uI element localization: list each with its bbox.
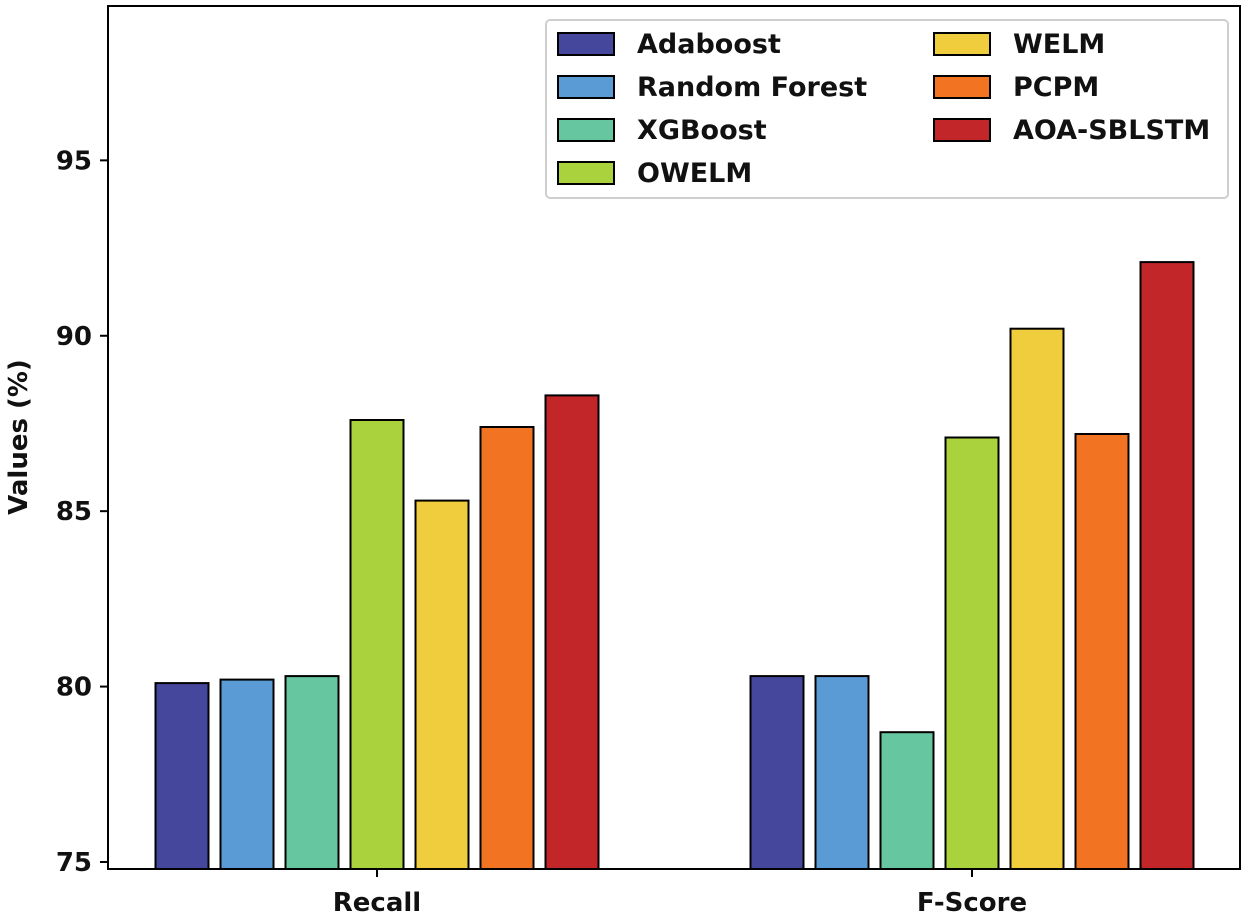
bar-adaboost-recall — [154, 682, 210, 870]
legend-swatch — [933, 118, 991, 142]
plot-frame — [107, 5, 1241, 870]
bar-adaboost-f-score — [749, 675, 805, 870]
legend-swatch — [933, 32, 991, 56]
legend-label: WELM — [1013, 29, 1105, 60]
legend-swatch — [557, 118, 615, 142]
bar-random-forest-recall — [219, 678, 275, 870]
y-axis: 75 80 85 90 95 — [56, 146, 108, 878]
x-tick-label: Recall — [333, 888, 421, 916]
bar-owelm-f-score — [944, 436, 1000, 870]
x-axis: Recall F-Score — [333, 869, 1027, 916]
bar-pcpm-f-score — [1074, 433, 1130, 870]
bar-aoa-sblstm-f-score — [1139, 261, 1195, 871]
legend-swatch — [557, 75, 615, 99]
legend-label: Random Forest — [637, 72, 867, 103]
y-axis-title: Values (%) — [4, 359, 34, 515]
legend-swatch — [557, 161, 615, 185]
y-tick-label: 75 — [56, 848, 92, 878]
legend-swatch — [933, 75, 991, 99]
bar-owelm-recall — [349, 419, 405, 870]
y-tick-label: 80 — [56, 673, 92, 703]
legend-swatch — [557, 32, 615, 56]
bar-xgboost-f-score — [879, 731, 935, 871]
legend-label: AOA-SBLSTM — [1013, 115, 1210, 146]
y-tick-label: 85 — [56, 497, 92, 527]
bar-welm-f-score — [1009, 327, 1065, 870]
legend-label: PCPM — [1013, 72, 1099, 103]
y-tick-label: 95 — [56, 146, 92, 176]
legend: Adaboost Random Forest XGBoost OWELM WELM PCP… — [545, 19, 1229, 199]
legend-label: OWELM — [637, 158, 752, 189]
bar-random-forest-f-score — [814, 675, 870, 870]
x-tick-label: F-Score — [917, 888, 1027, 916]
legend-label: XGBoost — [637, 115, 767, 146]
legend-box — [545, 19, 1229, 199]
legend-label: Adaboost — [637, 29, 781, 60]
bars-group — [154, 261, 1195, 871]
bar-welm-recall — [414, 499, 470, 870]
y-tick-label: 90 — [56, 322, 92, 352]
bar-xgboost-recall — [284, 675, 340, 870]
bar-aoa-sblstm-recall — [544, 394, 600, 870]
bar-pcpm-recall — [479, 426, 535, 870]
